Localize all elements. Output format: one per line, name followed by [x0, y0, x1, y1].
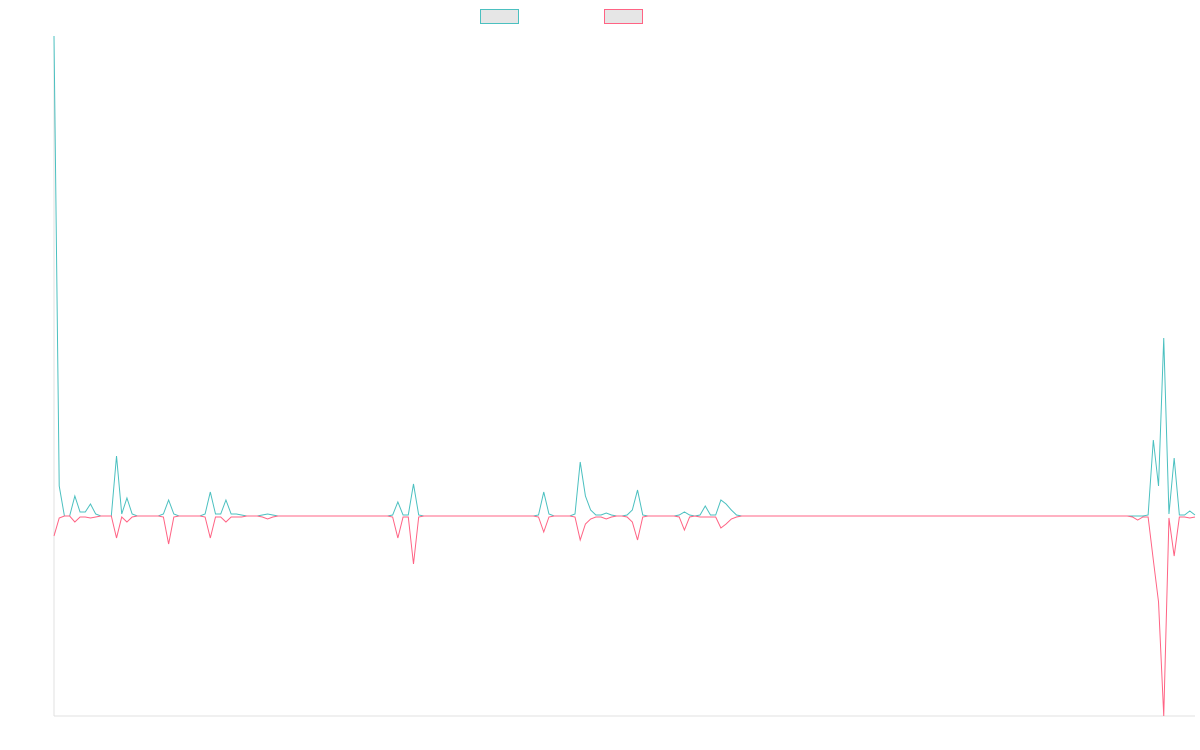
series-line-1[interactable] — [53, 35, 1196, 517]
series-line-2[interactable] — [53, 515, 1196, 717]
legend-swatch-series-1 — [480, 9, 519, 24]
legend-item-series-2[interactable] — [604, 9, 649, 24]
legend-swatch-series-2 — [604, 9, 643, 24]
legend-item-series-1[interactable] — [480, 9, 525, 24]
chart-legend — [0, 9, 1200, 27]
